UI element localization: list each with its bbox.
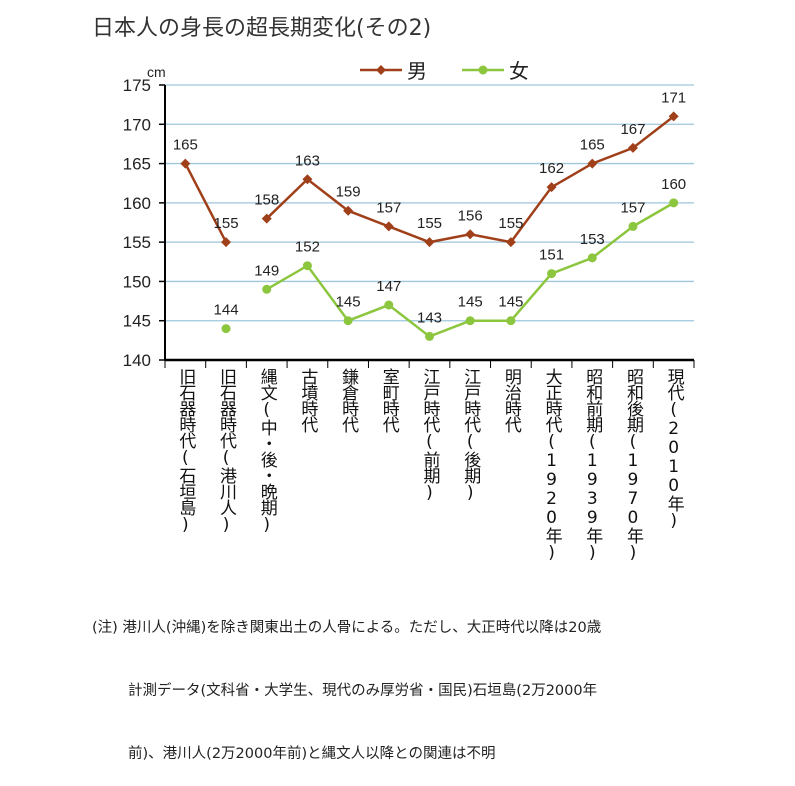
data-point-male [668, 111, 679, 122]
data-point-female [465, 316, 475, 326]
data-label: 145 [458, 294, 483, 311]
data-point-female [425, 331, 434, 341]
data-point-male [261, 213, 272, 224]
data-label: 155 [417, 215, 442, 232]
series-line-male [184, 162, 228, 243]
data-point-male [627, 142, 638, 153]
data-label: 153 [580, 231, 605, 248]
y-tick-label: 155 [123, 233, 151, 252]
x-tick-label: 昭和前期(1939年) [582, 368, 603, 562]
data-point-female [628, 221, 638, 231]
footnote-line: 計測データ(文科省・大学生、現代のみ厚労省・国民)石垣島(2万2000年 [128, 683, 598, 699]
data-label: 165 [580, 137, 605, 154]
legend-label: 女 [509, 59, 529, 83]
y-tick-label: 150 [123, 272, 151, 291]
chart-title: 日本人の身長の超長期変化(その2) [92, 16, 432, 41]
data-point-female [262, 284, 272, 294]
y-tick-label: 160 [123, 194, 151, 213]
x-tick-label: 旧石器時代(石垣島) [175, 368, 196, 534]
legend-marker-male [376, 65, 386, 75]
legend-marker-female [478, 65, 488, 75]
data-point-male [546, 182, 557, 193]
data-point-male [383, 221, 394, 232]
data-label: 155 [214, 215, 239, 232]
data-label: 157 [376, 199, 401, 216]
data-label: 143 [417, 309, 442, 326]
data-label: 147 [376, 278, 401, 295]
data-label: 152 [295, 239, 320, 256]
data-label: 149 [254, 262, 279, 279]
data-point-female [506, 316, 516, 326]
data-point-male [424, 237, 435, 248]
x-tick-label: 明治時代 [500, 368, 521, 432]
data-label: 151 [539, 247, 564, 264]
x-tick-label: 江戸時代(後期) [460, 368, 481, 502]
footnote: (注) 港川人(沖縄)を除き関東出土の人骨による。ただし、大正時代以降は20歳 … [92, 576, 601, 786]
y-tick-label: 140 [123, 351, 151, 370]
data-point-male [587, 158, 598, 169]
data-label: 159 [336, 184, 361, 201]
data-point-female [547, 269, 557, 279]
data-label: 158 [254, 192, 279, 209]
x-tick-label: 室町時代 [378, 368, 399, 432]
data-point-male [465, 229, 476, 240]
x-tick-label: 大正時代(1920年) [541, 368, 562, 562]
data-label: 156 [458, 207, 483, 224]
y-unit-label: cm [147, 64, 166, 80]
data-label: 162 [539, 160, 564, 177]
x-tick-label: 縄文(中・後・晩期) [256, 368, 277, 534]
footnote-line: (注) 港川人(沖縄)を除き関東出土の人骨による。ただし、大正時代以降は20歳 [92, 620, 602, 636]
data-label: 171 [661, 89, 686, 106]
data-point-male [221, 237, 232, 248]
data-label: 145 [498, 294, 523, 311]
x-tick-label: 旧石器時代(港川人) [216, 368, 237, 534]
y-tick-label: 165 [123, 155, 151, 174]
data-label: 144 [214, 302, 239, 319]
x-tick-label: 古墳時代 [297, 368, 318, 432]
data-label: 163 [295, 152, 320, 169]
data-point-female [221, 324, 231, 334]
data-point-male [505, 237, 516, 248]
x-tick-label: 昭和後期(1970年) [622, 368, 643, 562]
x-tick-label: 江戸時代(前期) [419, 368, 440, 502]
data-label: 167 [620, 121, 645, 138]
data-point-female [384, 300, 394, 310]
data-point-male [302, 174, 313, 185]
data-point-female [302, 261, 312, 271]
y-tick-label: 170 [123, 115, 151, 134]
legend-label: 男 [407, 59, 427, 83]
data-point-female [343, 316, 353, 326]
y-tick-label: 175 [123, 76, 151, 95]
footnote-line: 前)、港川人(2万2000年前)と縄文人以降との関連は不明 [128, 746, 496, 762]
y-tick-label: 145 [123, 312, 151, 331]
data-point-female [669, 198, 679, 208]
x-tick-label: 鎌倉時代 [338, 368, 359, 432]
data-point-male [180, 158, 191, 169]
x-tick-label: 現代(2010年) [663, 368, 684, 530]
data-label: 160 [661, 176, 686, 193]
data-label: 155 [498, 215, 523, 232]
data-point-male [343, 205, 354, 216]
data-point-female [587, 253, 597, 263]
data-label: 157 [620, 199, 645, 216]
data-label: 145 [336, 294, 361, 311]
data-label: 165 [173, 137, 198, 154]
